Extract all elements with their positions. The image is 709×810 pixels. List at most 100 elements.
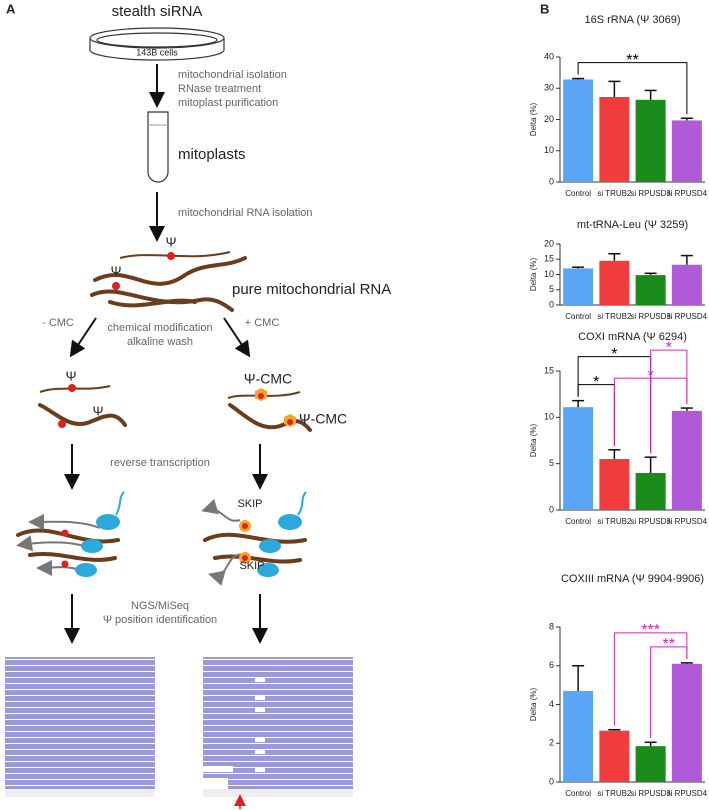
y-tick-label: 2 xyxy=(549,738,554,748)
step: mitochondrial isolation xyxy=(178,69,287,81)
y-tick-label: 20 xyxy=(544,238,554,248)
y-tick-label: 15 xyxy=(544,254,554,264)
mitoplasts-label: mitoplasts xyxy=(178,146,246,163)
sirna-label: stealth siRNA xyxy=(112,3,203,20)
psi-dot xyxy=(258,393,264,399)
step: chemical modification xyxy=(107,322,212,334)
y-tick-label: 4 xyxy=(549,699,554,709)
y-tick-label: 0 xyxy=(549,504,554,514)
x-tick-label: si RPUSD4 xyxy=(667,517,708,526)
y-tick-label: 0 xyxy=(549,776,554,786)
pure-rna-label: pure mitochondrial RNA xyxy=(232,281,391,298)
bar xyxy=(599,459,630,510)
panel-a: A stealth siRNA 143B cells mitochondrial… xyxy=(5,1,391,809)
step: reverse transcription xyxy=(110,457,210,469)
panel-label: B xyxy=(540,1,549,16)
chart-title: COXI mRNA (Ψ 6294) xyxy=(578,331,687,343)
panel-label: A xyxy=(6,1,16,16)
step: RNase treatment xyxy=(178,83,261,95)
bar xyxy=(671,663,702,782)
bar xyxy=(599,730,630,782)
arrow xyxy=(223,317,251,358)
y-tick-label: 10 xyxy=(544,412,554,422)
bar xyxy=(671,410,702,510)
psi: Ψ xyxy=(93,403,104,418)
psi: Ψ xyxy=(166,234,177,249)
significance-label: * xyxy=(593,374,599,391)
psi: Ψ xyxy=(66,368,77,383)
y-tick-label: 20 xyxy=(544,114,554,124)
psi-cmc: Ψ-CMC xyxy=(299,411,347,427)
reads-minus xyxy=(5,657,155,789)
y-tick-label: 0 xyxy=(549,176,554,186)
rt-minus xyxy=(16,491,125,577)
x-tick-label: Control xyxy=(565,789,591,798)
x-tick-label: si TRUB2 xyxy=(597,189,632,198)
bar xyxy=(635,275,666,305)
x-tick-label: Control xyxy=(565,312,591,321)
significance-bracket xyxy=(650,349,688,454)
step: Ψ position identification xyxy=(103,614,217,626)
y-tick-label: 30 xyxy=(544,83,554,93)
y-tick-label: 10 xyxy=(544,269,554,279)
y-tick-label: 5 xyxy=(549,284,554,294)
rna-plus xyxy=(227,391,312,432)
step: mitoplast purification xyxy=(178,97,278,109)
tube xyxy=(147,111,169,183)
x-tick-label: Control xyxy=(565,189,591,198)
chart-title: mt-tRNA-Leu (Ψ 3259) xyxy=(577,219,688,231)
y-tick-label: 6 xyxy=(549,660,554,670)
x-tick-label: si TRUB2 xyxy=(597,517,632,526)
chart-title: 16S rRNA (Ψ 3069) xyxy=(584,14,680,26)
bar xyxy=(635,746,666,782)
significance-label: * xyxy=(611,346,617,363)
psi: Ψ xyxy=(111,263,122,278)
bar xyxy=(563,79,594,182)
y-tick-label: 8 xyxy=(549,621,554,631)
psi-dot xyxy=(112,282,120,290)
significance-label: ** xyxy=(626,52,638,69)
significance-label: ** xyxy=(663,636,675,653)
bar xyxy=(563,407,594,510)
y-tick-label: 5 xyxy=(549,458,554,468)
step: alkaline wash xyxy=(127,336,193,348)
skip: SKIP xyxy=(239,560,264,572)
x-tick-label: si RPUSD4 xyxy=(667,312,708,321)
step: NGS/MiSeq xyxy=(131,600,189,612)
step: mitochondrial RNA isolation xyxy=(178,207,313,219)
y-tick-label: 15 xyxy=(544,365,554,375)
skip: SKIP xyxy=(237,498,262,510)
x-tick-label: si RPUSD3 xyxy=(630,189,671,198)
x-tick-label: si RPUSD4 xyxy=(667,189,708,198)
plus-cmc: + CMC xyxy=(245,317,280,329)
arrow xyxy=(69,317,97,358)
bar xyxy=(671,120,702,182)
y-tick-label: 10 xyxy=(544,145,554,155)
significance-label: * xyxy=(666,339,672,356)
chart-title: COXIII mRNA (Ψ 9904-9906) xyxy=(561,573,704,585)
x-tick-label: si TRUB2 xyxy=(597,312,632,321)
psi-dot xyxy=(58,420,66,428)
x-tick-label: si RPUSD3 xyxy=(630,312,671,321)
psi-dot xyxy=(287,419,293,425)
bar xyxy=(563,268,594,305)
bar xyxy=(635,99,666,182)
x-tick-label: si RPUSD4 xyxy=(667,789,708,798)
minus-cmc: - CMC xyxy=(42,317,74,329)
dish xyxy=(89,27,225,61)
dish-label: 143B cells xyxy=(136,47,178,57)
bar xyxy=(635,472,666,510)
x-tick-label: si RPUSD3 xyxy=(630,517,671,526)
rt-plus xyxy=(201,491,307,586)
significance-bracket xyxy=(577,62,688,115)
x-tick-label: si RPUSD3 xyxy=(630,789,671,798)
bar xyxy=(563,690,594,782)
y-axis-label: Delta (%) xyxy=(529,102,538,136)
rna-minus xyxy=(38,385,127,427)
sequence xyxy=(5,789,155,797)
sequence xyxy=(203,789,353,797)
bar xyxy=(599,97,630,182)
significance-label: *** xyxy=(641,622,660,639)
bar xyxy=(599,260,630,305)
